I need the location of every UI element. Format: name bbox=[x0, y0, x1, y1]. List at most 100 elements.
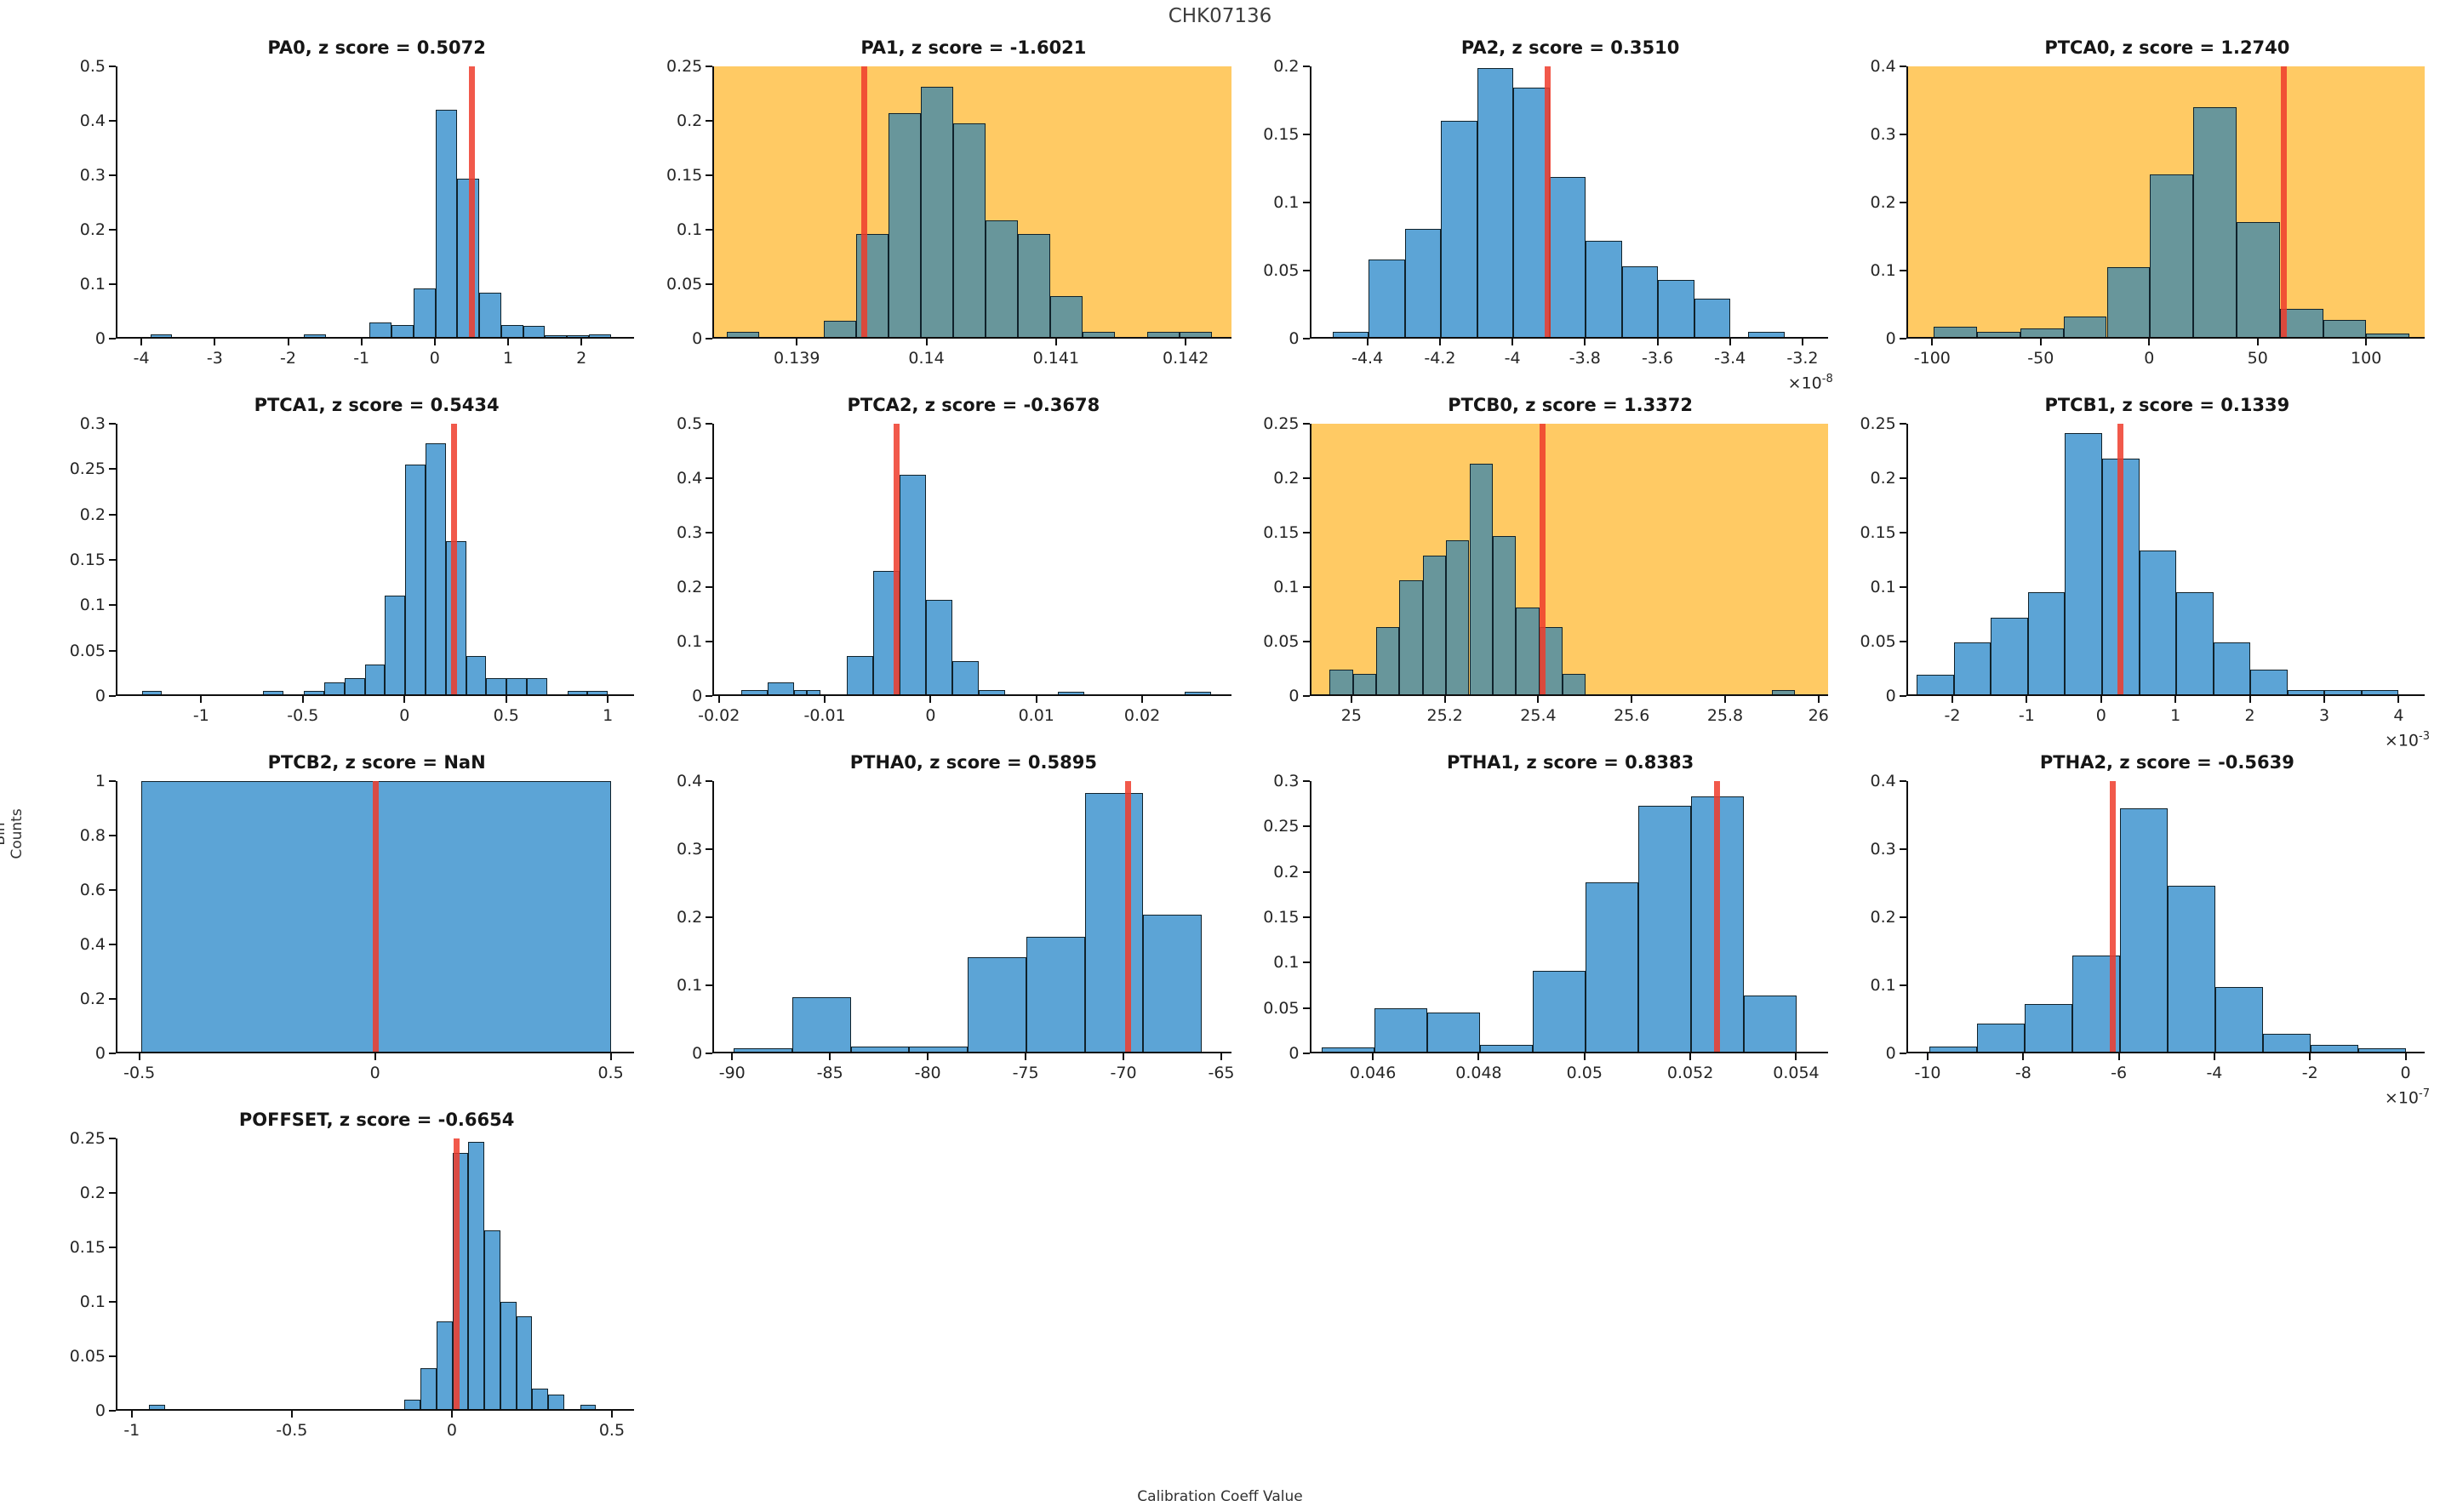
z-score-line bbox=[2281, 66, 2288, 337]
y-tick-label: 0.15 bbox=[1263, 125, 1300, 144]
y-tick-mark bbox=[109, 338, 116, 339]
x-tick-label: 2 bbox=[2244, 706, 2255, 725]
histogram-bar bbox=[1084, 792, 1144, 1052]
histogram-bar bbox=[436, 1321, 453, 1409]
x-axis-exponent: ×10-8 bbox=[1787, 373, 1833, 393]
panel-PTCB1: PTCB1, z score = 0.1339 -2 -1 0 1 2 3 4 0 0.05 0.1… bbox=[1840, 388, 2437, 750]
histogram-bar bbox=[391, 325, 414, 337]
histogram-bar bbox=[304, 690, 324, 694]
y-tick-mark bbox=[1899, 641, 1906, 642]
x-tick-label: -4.4 bbox=[1351, 349, 1384, 368]
y-tick-mark bbox=[1899, 338, 1906, 339]
histogram-bar bbox=[1934, 327, 1978, 337]
x-tick-mark bbox=[2323, 696, 2325, 703]
x-tick-mark bbox=[2213, 1053, 2215, 1060]
panel-PTCB2: PTCB2, z score = NaN -0.5 0 0.5 0 0.2 0.4 0.6 0.… bbox=[49, 745, 646, 1103]
x-tick-label: -1 bbox=[123, 1421, 140, 1440]
panel-PTCB0: PTCB0, z score = 1.3372 25 25.2 25.4 25.6 25.… bbox=[1243, 388, 1840, 745]
histogram-bar bbox=[889, 112, 922, 337]
y-tick-label: 0.5 bbox=[79, 57, 106, 76]
x-tick-mark bbox=[1927, 1053, 1929, 1060]
x-tick-mark bbox=[1477, 1053, 1480, 1060]
histogram-bar bbox=[484, 1230, 500, 1409]
histogram-bar bbox=[364, 665, 386, 694]
figure-title: CHK07136 bbox=[1168, 5, 1272, 27]
x-tick-label: 0 bbox=[446, 1421, 457, 1440]
histogram-bar bbox=[1929, 1046, 1977, 1052]
panel-title: PA1, z score = -1.6021 bbox=[860, 37, 1087, 58]
histogram-bar bbox=[1977, 331, 2020, 337]
plot-region: 25 25.2 25.4 25.6 25.8 26 0 0.05 0.1 0.15 0.2 0.25 bbox=[1263, 414, 1829, 725]
histogram-bar bbox=[953, 123, 986, 337]
histogram-bar bbox=[850, 1046, 910, 1052]
y-tick-label: 0.6 bbox=[79, 881, 106, 899]
histogram-bar bbox=[580, 1404, 597, 1409]
y-tick-label: 0.05 bbox=[69, 641, 106, 660]
y-tick-mark bbox=[109, 1247, 116, 1248]
y-tick-mark bbox=[1302, 825, 1310, 828]
histogram-bar bbox=[1492, 536, 1517, 694]
plot-area bbox=[712, 66, 1231, 339]
y-tick-label: 0.2 bbox=[79, 1184, 106, 1202]
x-tick-label: 0 bbox=[2095, 706, 2106, 725]
y-tick-label: 0.25 bbox=[1263, 817, 1300, 836]
x-tick-mark bbox=[1438, 339, 1441, 345]
x-tick-mark bbox=[824, 696, 826, 703]
subplot-grid: PA0, z score = 0.5072 -4 -3 -2 -1 0 1 2 0 0.1 0.2 0… bbox=[49, 31, 2437, 1460]
y-tick-mark bbox=[1302, 780, 1310, 782]
y-tick-mark bbox=[1302, 66, 1310, 67]
x-tick-mark bbox=[140, 339, 143, 345]
y-tick-label: 0.15 bbox=[69, 1238, 106, 1257]
y-tick-label: 0.1 bbox=[1870, 261, 1896, 280]
x-tick-mark bbox=[507, 339, 510, 345]
x-tick-label: 0 bbox=[369, 1064, 380, 1082]
y-tick-mark bbox=[1302, 532, 1310, 533]
y-tick-label: 0.3 bbox=[79, 166, 106, 185]
histogram-bar bbox=[1426, 1013, 1480, 1052]
y-tick-mark bbox=[109, 1192, 116, 1194]
z-score-line bbox=[894, 424, 900, 694]
y-tick-mark bbox=[1302, 202, 1310, 203]
histogram-bar bbox=[768, 682, 795, 694]
x-tick-mark bbox=[287, 339, 289, 345]
panel-PTCA1: PTCA1, z score = 0.5434 -1 -0.5 0 0.5 1 0 0.05 0… bbox=[49, 388, 646, 745]
plot-area bbox=[116, 66, 635, 339]
x-tick-label: -3 bbox=[206, 349, 223, 368]
x-tick-label: -2 bbox=[1944, 706, 1961, 725]
histogram-bar bbox=[2361, 689, 2399, 694]
panel-title: PA2, z score = 0.3510 bbox=[1460, 37, 1680, 58]
y-tick-label: 0 bbox=[94, 687, 106, 705]
y-tick-label: 0.1 bbox=[677, 976, 703, 995]
histogram-bar bbox=[2193, 106, 2237, 337]
x-tick-label: -3.8 bbox=[1569, 349, 1601, 368]
x-tick-label: 3 bbox=[2318, 706, 2330, 725]
x-tick-mark bbox=[1801, 339, 1803, 345]
histogram-bar bbox=[500, 325, 523, 337]
x-axis-exponent-power: -8 bbox=[1821, 373, 1833, 385]
x-tick-mark bbox=[1723, 696, 1726, 703]
y-tick-mark bbox=[706, 1053, 713, 1054]
x-tick-label: -85 bbox=[816, 1064, 843, 1082]
y-tick-label: 0 bbox=[692, 329, 703, 348]
panel-title: PTHA0, z score = 0.5895 bbox=[849, 752, 1097, 773]
x-tick-mark bbox=[1729, 339, 1731, 345]
y-tick-label: 0.25 bbox=[666, 57, 703, 76]
figure-y-axis-label: Bin Counts bbox=[0, 808, 26, 859]
y-tick-mark bbox=[1302, 916, 1310, 918]
x-tick-label: 1 bbox=[2170, 706, 2181, 725]
histogram-bar bbox=[500, 1302, 517, 1409]
x-tick-mark bbox=[2039, 339, 2042, 345]
histogram-bar bbox=[2310, 1045, 2358, 1052]
y-tick-label: 0 bbox=[94, 1401, 106, 1420]
histogram-bar bbox=[1976, 1023, 2025, 1052]
plot-region: 0.046 0.048 0.05 0.052 0.054 0 0.05 0.1 0.15 0.2 0… bbox=[1263, 772, 1828, 1082]
histogram-bar bbox=[1694, 299, 1731, 337]
y-tick-label: 0.05 bbox=[1263, 998, 1300, 1018]
histogram-bar bbox=[1586, 241, 1622, 337]
x-tick-label: -0.5 bbox=[276, 1421, 308, 1440]
y-tick-label: 0.1 bbox=[1870, 976, 1896, 995]
y-tick-label: 0.3 bbox=[677, 523, 703, 542]
x-tick-mark bbox=[214, 339, 216, 345]
histogram-bar bbox=[405, 464, 426, 694]
x-tick-label: -80 bbox=[914, 1064, 941, 1082]
